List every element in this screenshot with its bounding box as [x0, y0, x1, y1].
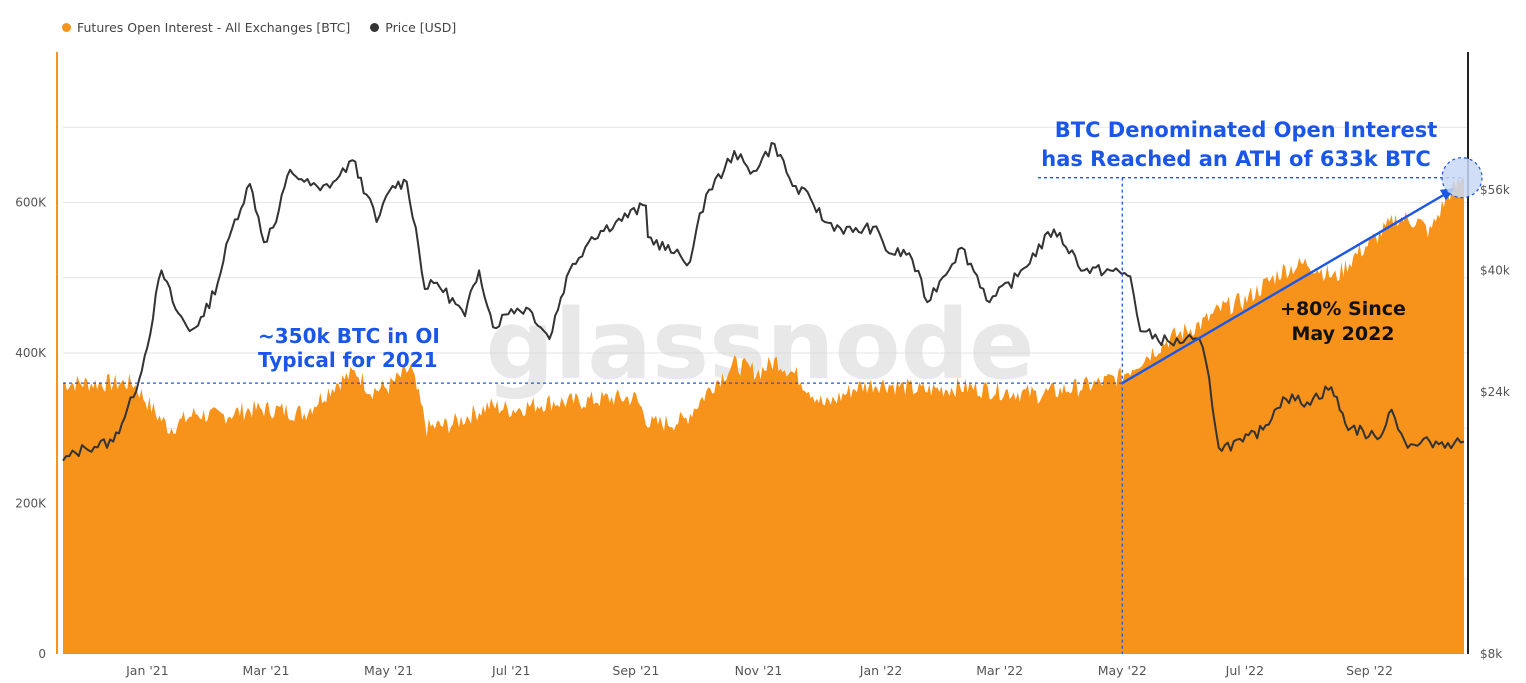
annotations: ~350k BTC in OI Typical for 2021 BTC Den…: [63, 118, 1483, 654]
y-left-tick-label: 200K: [15, 497, 47, 511]
y-right-tick-label: $56k: [1480, 183, 1510, 197]
x-tick-label: May '22: [1098, 663, 1147, 678]
annotation-ath-line2: has Reached an ATH of 633k BTC: [1041, 147, 1431, 171]
y-axis-left: 0 200K 400K 600K: [15, 196, 47, 662]
x-axis: Jan '21 Mar '21 May '21 Jul '21 Sep '21 Nov '…: [125, 663, 1393, 678]
legend-item-oi[interactable]: Futures Open Interest - All Exchanges [B…: [62, 20, 350, 35]
legend-item-price[interactable]: Price [USD]: [370, 20, 456, 35]
x-tick-label: Nov '21: [735, 663, 783, 678]
y-axis-right: $8k $24k $40k $56k: [1480, 183, 1510, 661]
oi-area: [63, 177, 1464, 654]
legend-price-label: Price [USD]: [385, 20, 457, 35]
x-tick-label: Jan '22: [859, 663, 903, 678]
legend: Futures Open Interest - All Exchanges [B…: [62, 20, 456, 35]
x-tick-label: Sep '21: [612, 663, 659, 678]
x-tick-label: Jan '21: [125, 663, 169, 678]
annotation-since-may-line2: May 2022: [1291, 323, 1394, 345]
y-left-tick-label: 400K: [15, 346, 47, 360]
annotation-typical-2021-line1: ~350k BTC in OI: [258, 324, 440, 348]
y-right-tick-label: $8k: [1480, 647, 1502, 661]
x-tick-label: Sep '22: [1346, 663, 1393, 678]
legend-oi-label: Futures Open Interest - All Exchanges [B…: [77, 20, 351, 35]
y-right-tick-label: $24k: [1480, 385, 1510, 399]
x-tick-label: Mar '21: [243, 663, 290, 678]
price-line: [62, 142, 1465, 462]
x-tick-label: Jul '22: [1225, 663, 1264, 678]
legend-oi-dot: [62, 23, 71, 32]
x-tick-label: Mar '22: [976, 663, 1023, 678]
annotation-since-may-line1: +80% Since: [1280, 298, 1406, 320]
legend-price-dot: [370, 23, 380, 32]
ath-highlight-circle: [1441, 157, 1483, 199]
y-left-tick-label: 0: [38, 647, 46, 661]
x-tick-label: Jul '21: [491, 663, 530, 678]
y-left-tick-label: 600K: [15, 196, 47, 210]
y-right-tick-label: $40k: [1480, 263, 1510, 277]
x-tick-label: May '21: [364, 663, 413, 678]
annotation-typical-2021-line2: Typical for 2021: [258, 348, 438, 372]
trend-arrow: [1121, 191, 1448, 385]
annotation-ath-line1: BTC Denominated Open Interest: [1055, 118, 1438, 142]
